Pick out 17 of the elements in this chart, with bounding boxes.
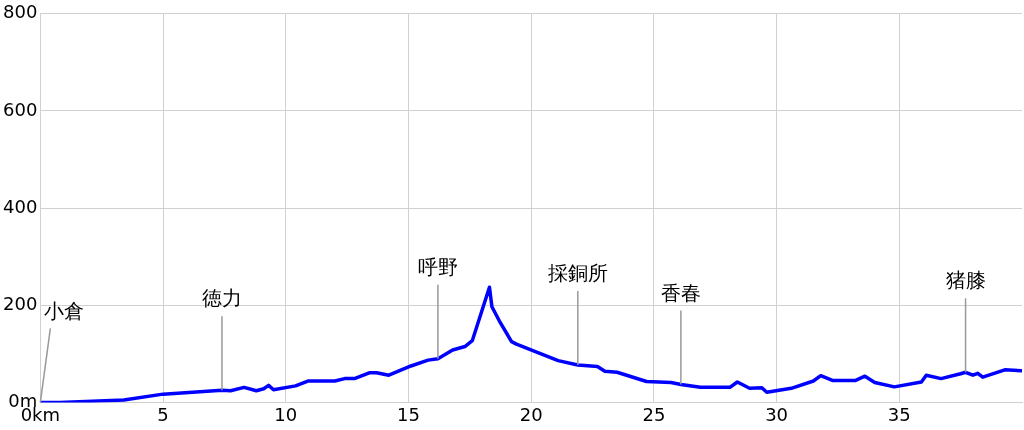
x-tick-label: 35 bbox=[887, 403, 911, 425]
annotation: 猪膝 bbox=[945, 268, 986, 293]
x-tick-label: 25 bbox=[642, 403, 666, 425]
x-tick-label: 30 bbox=[765, 403, 789, 425]
x-tick-label: 20 bbox=[519, 403, 543, 425]
y-tick-label: 800 bbox=[3, 1, 38, 23]
x-tick-label: 5 bbox=[157, 403, 169, 425]
annotation: 呼野 bbox=[417, 254, 458, 279]
y-tick-label: 400 bbox=[3, 195, 38, 217]
annotation: 採銅所 bbox=[547, 261, 608, 286]
y-tick-label: 200 bbox=[3, 292, 38, 314]
x-tick-label: 15 bbox=[397, 403, 420, 425]
annotation: 徳力 bbox=[201, 286, 242, 311]
x-tick-label: 10 bbox=[274, 403, 298, 425]
y-tick-label: 600 bbox=[3, 98, 38, 120]
annotation: 香春 bbox=[660, 280, 701, 305]
annotation: 小倉 bbox=[44, 298, 85, 323]
